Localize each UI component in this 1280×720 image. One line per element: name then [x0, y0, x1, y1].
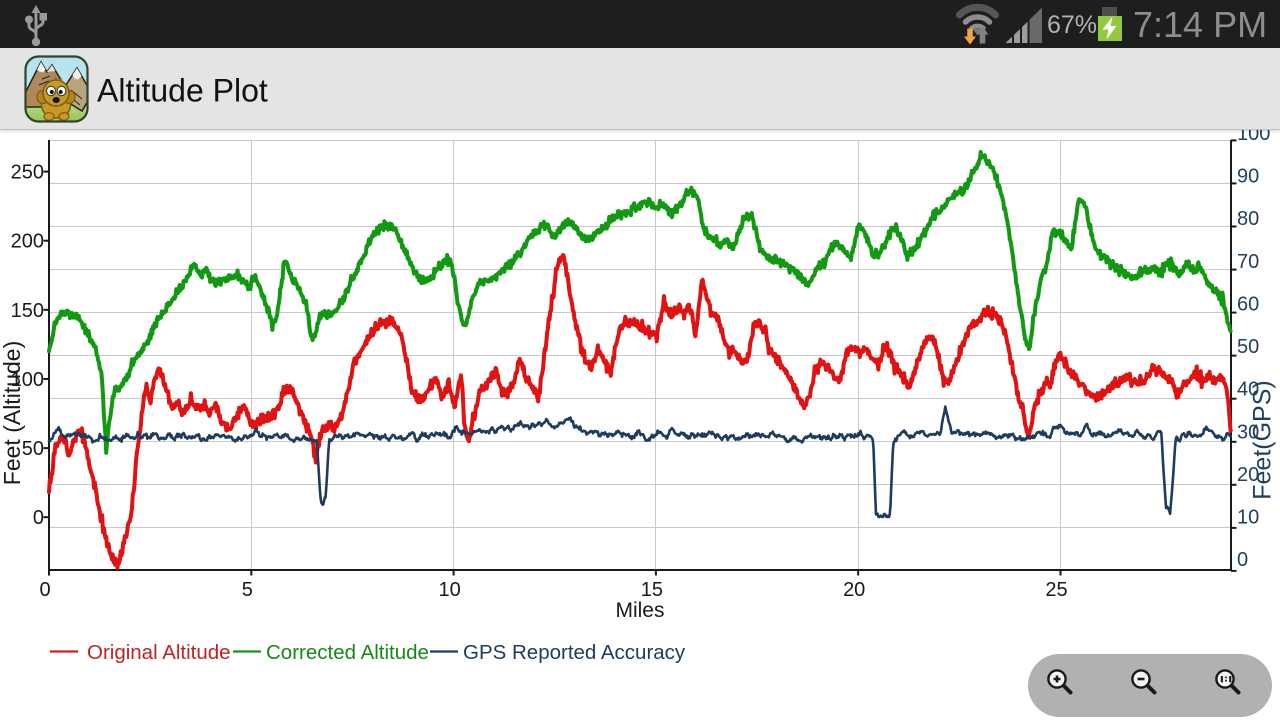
svg-text:Feet(GPS): Feet(GPS) [1249, 380, 1277, 499]
svg-text:67%: 67% [1047, 11, 1097, 39]
svg-text:Original Altitude: Original Altitude [87, 641, 231, 664]
svg-text:0: 0 [33, 507, 44, 529]
svg-text:50: 50 [1237, 336, 1259, 358]
svg-text:0: 0 [1237, 549, 1248, 571]
svg-text:250: 250 [11, 162, 44, 184]
svg-text:90: 90 [1237, 166, 1259, 188]
svg-text:7:14 PM: 7:14 PM [1133, 4, 1267, 45]
svg-text:15: 15 [641, 579, 663, 601]
svg-text:5: 5 [242, 579, 253, 601]
svg-text:25: 25 [1045, 579, 1067, 601]
svg-text:Feet (Altitude): Feet (Altitude) [0, 341, 25, 485]
svg-text:Miles: Miles [615, 599, 664, 622]
svg-text:20: 20 [1237, 464, 1259, 486]
svg-text:0: 0 [39, 579, 50, 601]
svg-text:60: 60 [1237, 293, 1259, 315]
svg-text:70: 70 [1237, 251, 1259, 273]
svg-text:150: 150 [11, 300, 44, 322]
svg-text:10: 10 [438, 579, 460, 601]
svg-text:30: 30 [1237, 421, 1259, 443]
svg-text:50: 50 [22, 438, 44, 460]
svg-text:GPS Reported Accuracy: GPS Reported Accuracy [463, 641, 686, 664]
svg-text:10: 10 [1237, 507, 1259, 529]
svg-text:200: 200 [11, 231, 44, 253]
svg-text:100: 100 [11, 369, 44, 391]
svg-text:40: 40 [1237, 379, 1259, 401]
svg-text:Corrected Altitude: Corrected Altitude [266, 641, 429, 664]
svg-text:20: 20 [843, 579, 865, 601]
svg-text:80: 80 [1237, 208, 1259, 230]
